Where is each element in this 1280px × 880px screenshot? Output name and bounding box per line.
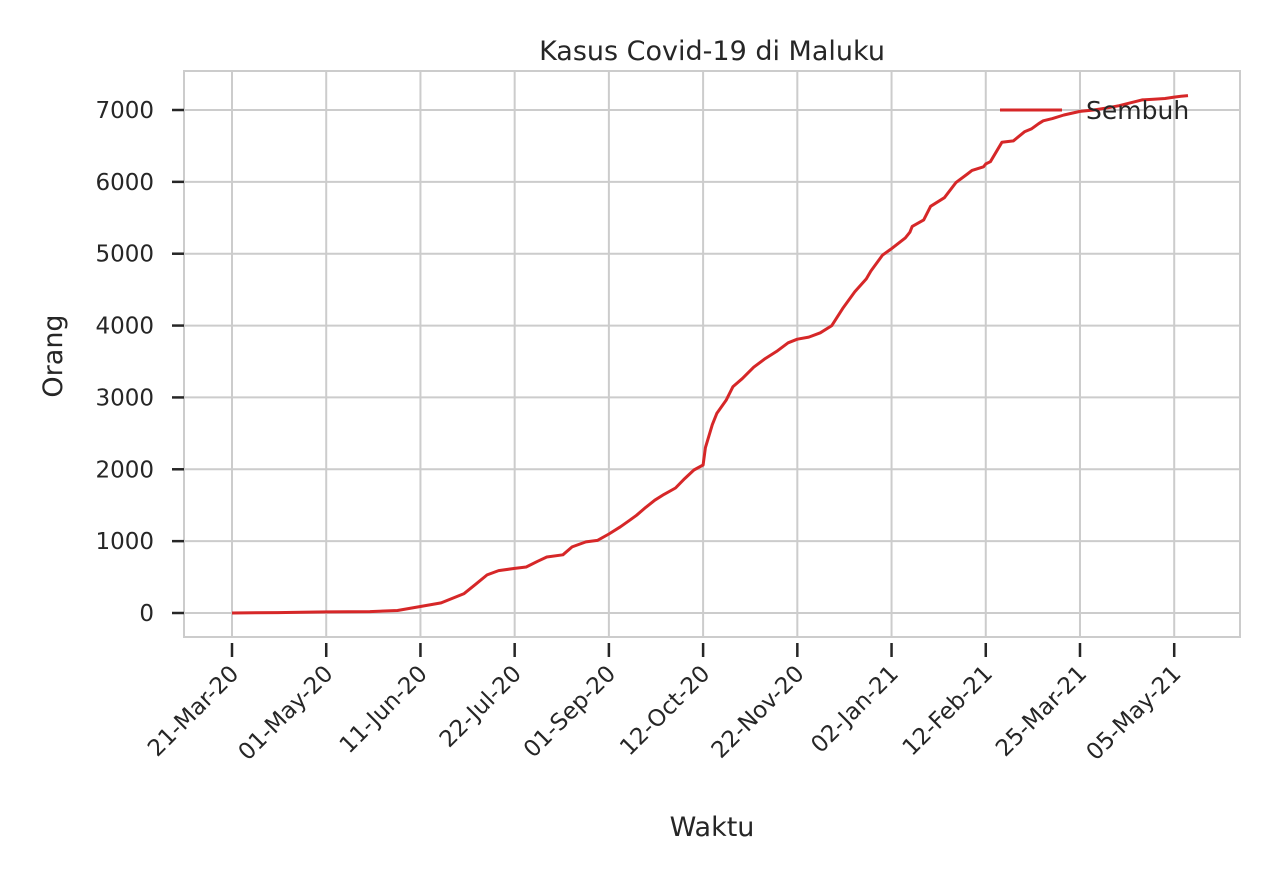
y-tick-label: 2000: [95, 457, 154, 483]
y-tick-label: 7000: [95, 98, 154, 124]
y-axis: 0 1000 2000 3000 4000 5000 6000 7000: [95, 98, 184, 627]
y-tick-label: 1000: [95, 529, 154, 555]
series-line-sembuh: [231, 94, 1189, 615]
plot-frame: [183, 70, 1241, 638]
y-tick-label: 0: [139, 601, 154, 627]
chart-title: Kasus Covid-19 di Maluku: [539, 36, 885, 67]
grid-lines: [184, 71, 1240, 637]
legend-label-sembuh: Sembuh: [1086, 96, 1189, 125]
legend: Sembuh: [1000, 96, 1189, 125]
y-tick-label: 6000: [95, 170, 154, 196]
y-tick-label: 4000: [95, 314, 154, 340]
y-tick-label: 5000: [95, 242, 154, 268]
y-axis-title: Orang: [38, 314, 69, 397]
series-layer: [231, 94, 1189, 615]
x-axis-title: Waktu: [670, 812, 755, 843]
y-tick-label: 3000: [95, 385, 154, 411]
